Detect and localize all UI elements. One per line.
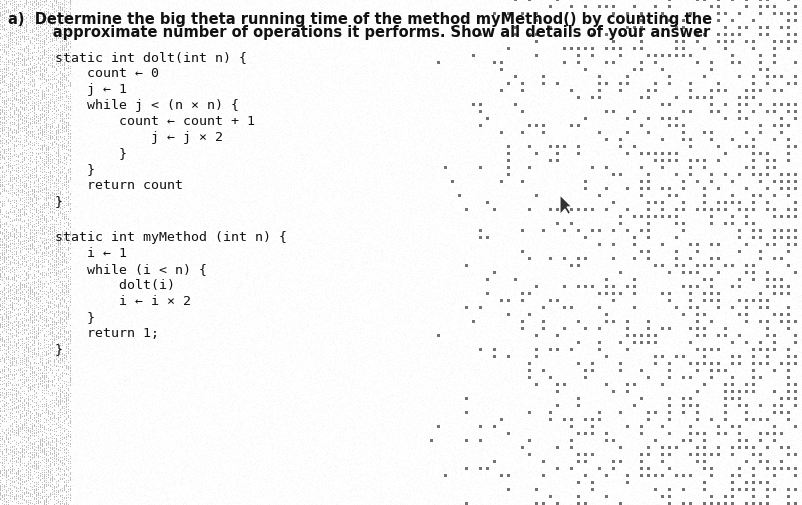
Text: a)  Determine the big theta running time of the method myMethod() by counting th: a) Determine the big theta running time … xyxy=(8,12,712,27)
Text: return count: return count xyxy=(55,179,183,191)
Text: approximate number of operations it performs. Show all details of your answer: approximate number of operations it perf… xyxy=(22,25,711,40)
Text: j ← 1: j ← 1 xyxy=(55,83,127,96)
Text: i ← 1: i ← 1 xyxy=(55,246,127,260)
Text: count ← 0: count ← 0 xyxy=(55,67,159,80)
Text: }: } xyxy=(55,163,95,176)
Text: j ← j × 2: j ← j × 2 xyxy=(55,131,223,144)
Text: while (i < n) {: while (i < n) { xyxy=(55,263,207,275)
Text: }: } xyxy=(55,342,63,356)
Polygon shape xyxy=(560,195,572,215)
Text: while j < (n × n) {: while j < (n × n) { xyxy=(55,99,239,112)
Text: i ← i × 2: i ← i × 2 xyxy=(55,294,191,308)
Text: }: } xyxy=(55,194,63,208)
Text: static int dolt(int n) {: static int dolt(int n) { xyxy=(55,51,247,64)
Text: return 1;: return 1; xyxy=(55,326,159,339)
Text: }: } xyxy=(55,311,95,323)
Text: count ← count + 1: count ← count + 1 xyxy=(55,115,255,128)
Text: }: } xyxy=(55,147,127,160)
Text: dolt(i): dolt(i) xyxy=(55,278,175,291)
Text: static int myMethod (int n) {: static int myMethod (int n) { xyxy=(55,231,287,243)
